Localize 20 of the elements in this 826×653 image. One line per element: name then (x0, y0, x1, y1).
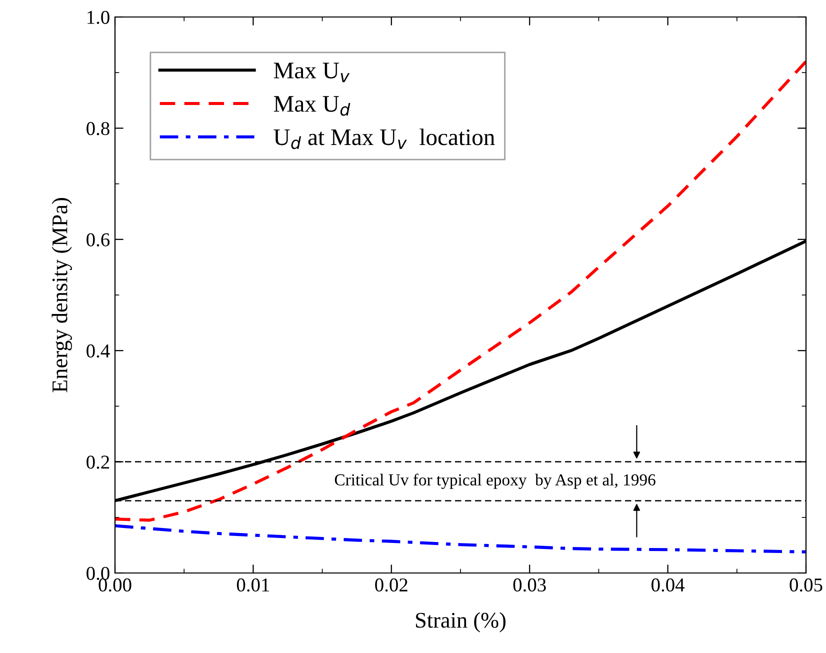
x-tick-label: 0.00 (98, 578, 132, 592)
x-tick-label: 0.05 (790, 578, 822, 592)
x-tick-label: 0.02 (375, 578, 408, 592)
y-tick-label: 1.0 (88, 10, 110, 24)
legend-label: U$_{d}$ at Max U$_{v}$ location (274, 128, 495, 150)
x-axis-title: Strain (%) (416, 612, 506, 632)
x-tick-label: 0.04 (652, 578, 685, 592)
legend-label: Max U$_{v}$ (274, 62, 350, 82)
y-tick-label: 0.0 (86, 566, 110, 580)
y-tick-label: 0.2 (86, 456, 110, 469)
x-tick-label: 0.01 (236, 578, 270, 592)
annotation: Critical Uv for typical epoxy by Asp et al, 1996 (334, 474, 656, 489)
line-series (115, 60, 806, 522)
y-tick-label: 0.4 (86, 344, 110, 358)
x-tick-label: 0.03 (513, 578, 546, 592)
y-tick-label: 0.6 (86, 233, 110, 246)
legend-label: Max U$_{d}$ (274, 96, 350, 116)
line-series (115, 524, 806, 554)
y-axis-title: Energy density (MPa) (52, 198, 72, 392)
y-tick-label: 0.8 (86, 122, 110, 136)
